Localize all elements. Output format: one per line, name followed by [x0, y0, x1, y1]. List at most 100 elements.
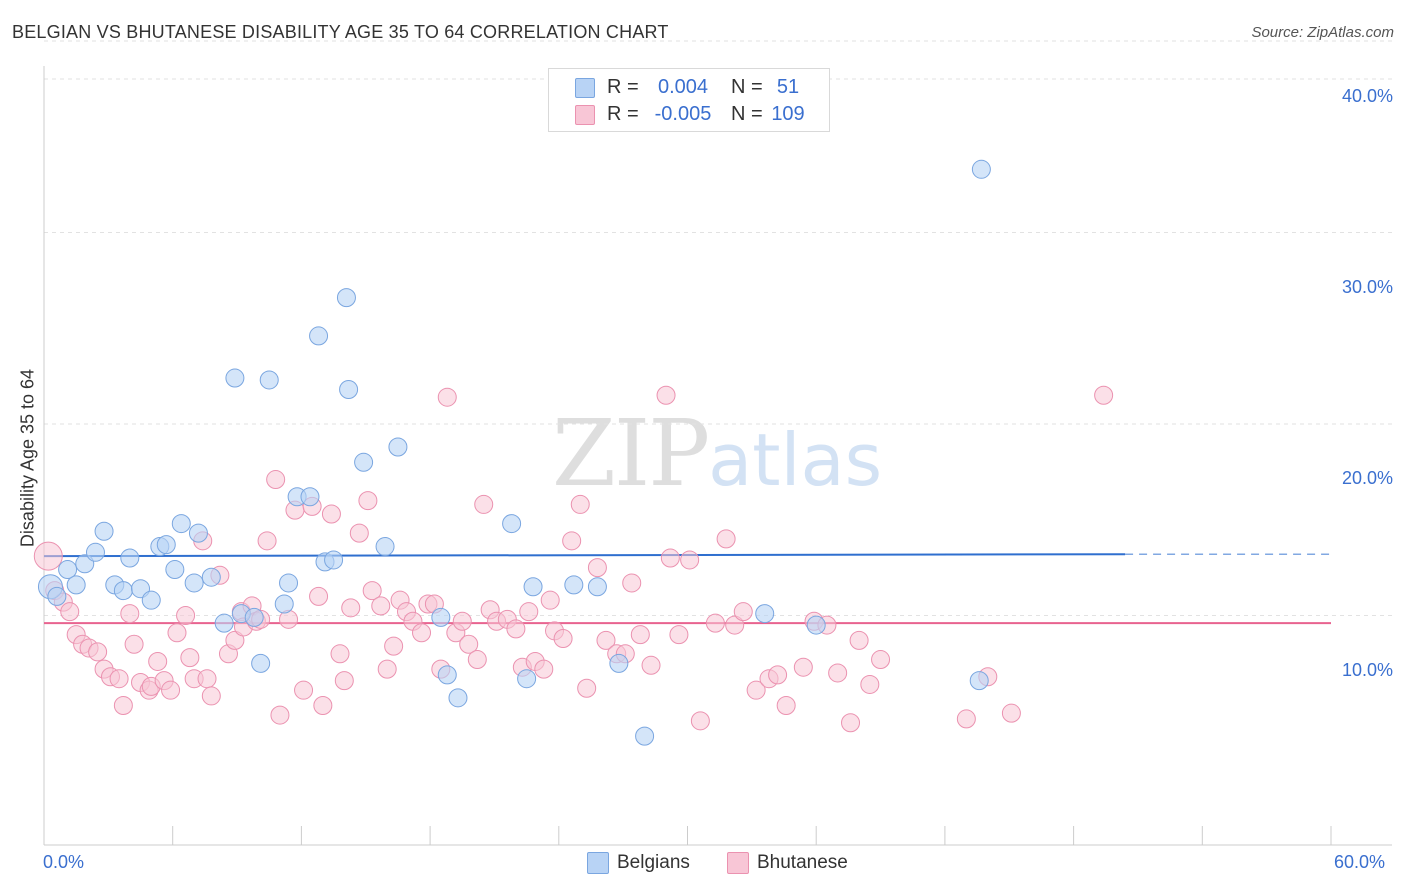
bottom-legend-swatch-bhutanese — [727, 852, 749, 874]
bottom-legend-label-bhutanese: Bhutanese — [757, 852, 848, 873]
point-belgians — [324, 550, 344, 570]
point-belgians — [523, 577, 543, 597]
watermark: ZIPatlas — [552, 400, 882, 507]
point-bhutanese — [349, 523, 369, 543]
point-bhutanese — [534, 659, 554, 679]
point-bhutanese — [669, 625, 689, 645]
point-bhutanese — [1094, 385, 1114, 405]
point-bhutanese — [294, 680, 314, 700]
point-bhutanese — [725, 615, 745, 635]
point-bhutanese — [519, 602, 539, 622]
point-belgians — [113, 581, 133, 601]
point-belgians — [609, 653, 629, 673]
point-bhutanese — [793, 657, 813, 677]
point-bhutanese — [197, 669, 217, 689]
point-belgians — [375, 537, 395, 557]
point-belgians — [156, 535, 176, 555]
point-bhutanese — [176, 606, 196, 625]
point-bhutanese — [690, 711, 710, 731]
point-bhutanese — [124, 634, 144, 654]
trendline-belgians — [43, 553, 1126, 558]
point-bhutanese — [467, 650, 487, 670]
point-bhutanese — [768, 665, 788, 685]
point-bhutanese — [596, 630, 616, 650]
point-bhutanese — [371, 596, 391, 616]
y-axis-label: Disability Age 35 to 64 — [17, 368, 38, 548]
grid-layer — [43, 40, 1392, 846]
legend-n-value: 51 — [776, 76, 800, 98]
point-belgians — [502, 514, 522, 534]
legend-r-value: 0.004 — [657, 76, 709, 98]
chart-title: BELGIAN VS BHUTANESE DISABILITY AGE 35 T… — [12, 22, 669, 42]
correlation-legend: R = 0.004 N = 51 R = -0.005 N = 109 — [548, 68, 830, 132]
point-bhutanese — [33, 541, 63, 571]
point-belgians — [339, 380, 359, 400]
point-bhutanese — [656, 385, 676, 405]
watermark-zip: ZIP — [552, 400, 710, 507]
point-bhutanese — [358, 491, 378, 511]
point-belgians — [58, 560, 78, 580]
point-bhutanese — [540, 590, 560, 610]
point-bhutanese — [1001, 703, 1021, 723]
point-bhutanese — [377, 659, 397, 679]
point-belgians — [969, 671, 989, 691]
point-bhutanese — [956, 709, 976, 729]
point-bhutanese — [562, 531, 582, 551]
point-belgians — [94, 521, 114, 541]
point-bhutanese — [437, 387, 457, 407]
point-bhutanese — [313, 696, 333, 716]
point-bhutanese — [148, 651, 168, 671]
point-bhutanese — [60, 602, 80, 622]
point-bhutanese — [705, 613, 725, 633]
point-bhutanese — [849, 630, 869, 650]
point-bhutanese — [622, 573, 642, 593]
point-bhutanese — [362, 581, 382, 601]
bottom-legend-label-belgians: Belgians — [617, 852, 690, 873]
watermark-atlas: atlas — [708, 418, 883, 502]
point-bhutanese — [474, 494, 494, 514]
point-bhutanese — [334, 671, 354, 691]
point-bhutanese — [660, 548, 680, 568]
point-belgians — [448, 688, 468, 708]
point-belgians — [587, 577, 607, 597]
point-bhutanese — [459, 634, 479, 654]
point-bhutanese — [113, 696, 133, 716]
point-belgians — [225, 368, 245, 388]
x-tick-label-max: 60.0% — [1334, 852, 1386, 872]
source-label: Source: ZipAtlas.com — [1251, 24, 1394, 41]
y-tick-label-30: 30.0% — [1341, 277, 1393, 297]
point-bhutanese — [412, 623, 432, 643]
point-belgians — [806, 615, 826, 635]
point-belgians — [431, 607, 451, 627]
point-belgians — [120, 548, 140, 568]
point-bhutanese — [88, 642, 108, 662]
point-bhutanese — [167, 623, 187, 643]
y-tick-label-40: 40.0% — [1341, 86, 1393, 106]
point-belgians — [66, 575, 86, 595]
point-bhutanese — [384, 636, 404, 656]
point-bhutanese — [570, 494, 590, 514]
point-bhutanese — [587, 558, 607, 578]
point-belgians — [300, 487, 320, 507]
point-bhutanese — [871, 650, 891, 670]
point-bhutanese — [330, 644, 350, 664]
point-bhutanese — [680, 550, 700, 570]
point-bhutanese — [630, 625, 650, 645]
point-bhutanese — [553, 628, 573, 648]
points-layer — [33, 159, 1114, 746]
point-belgians — [244, 607, 264, 627]
point-bhutanese — [225, 630, 245, 650]
point-bhutanese — [309, 586, 329, 606]
x-tick-label-min: 0.0% — [43, 852, 85, 872]
point-bhutanese — [180, 648, 200, 668]
point-bhutanese — [266, 470, 286, 490]
point-bhutanese — [860, 674, 880, 694]
point-belgians — [85, 542, 105, 562]
legend-row-belgians: R = 0.004 N = 51 — [549, 74, 829, 100]
point-belgians — [354, 452, 374, 472]
point-bhutanese — [776, 696, 796, 716]
point-bhutanese — [270, 705, 290, 725]
point-bhutanese — [120, 604, 140, 624]
point-belgians — [165, 560, 185, 580]
point-belgians — [201, 567, 221, 587]
